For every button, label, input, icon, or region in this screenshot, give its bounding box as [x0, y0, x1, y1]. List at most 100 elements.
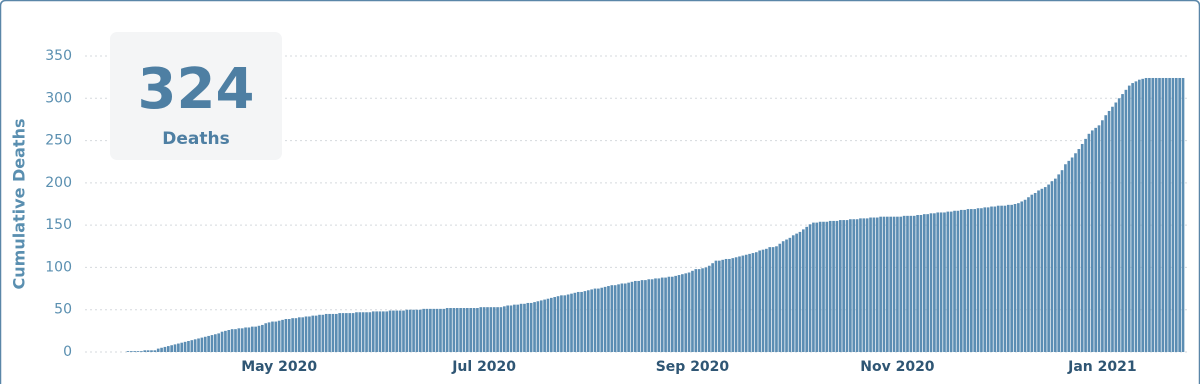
bar — [321, 314, 325, 352]
bar — [933, 213, 936, 352]
bar — [845, 220, 849, 352]
bar — [502, 306, 506, 352]
bar — [966, 209, 970, 352]
bar — [734, 257, 738, 352]
bar — [1080, 143, 1084, 352]
bar — [825, 221, 829, 352]
bar — [170, 345, 173, 352]
bar — [993, 206, 997, 352]
bar — [318, 314, 321, 352]
bar — [667, 276, 671, 352]
bar — [345, 313, 348, 352]
bar — [586, 290, 590, 352]
bar — [466, 308, 469, 352]
bar — [556, 296, 560, 352]
bar — [1020, 201, 1024, 352]
bar — [768, 247, 772, 352]
bar — [990, 206, 993, 352]
bar — [341, 313, 345, 352]
bar — [539, 300, 543, 352]
bar — [862, 218, 866, 352]
bar — [348, 313, 352, 352]
bar — [996, 205, 1000, 352]
x-tick-label: Jul 2020 — [451, 359, 516, 375]
bar — [701, 268, 704, 352]
bar — [166, 346, 170, 352]
bar — [274, 321, 278, 352]
bar — [707, 265, 711, 352]
bar — [224, 330, 227, 352]
summary-number: 324 — [138, 57, 255, 122]
bar — [177, 343, 180, 352]
bar — [943, 212, 946, 352]
bar — [902, 215, 906, 352]
bar — [946, 211, 950, 352]
bar — [956, 210, 960, 352]
bar — [634, 280, 637, 352]
bar — [173, 344, 177, 352]
bar — [351, 313, 355, 352]
bar — [886, 216, 889, 352]
bar — [573, 292, 577, 352]
bar — [214, 334, 217, 352]
bar — [418, 309, 422, 352]
bar — [687, 272, 691, 352]
bar — [267, 322, 271, 352]
bar — [489, 307, 493, 352]
bar — [580, 291, 583, 352]
bar — [314, 315, 318, 352]
bar — [378, 311, 382, 352]
bar — [230, 329, 234, 352]
bar — [1121, 94, 1124, 353]
bar — [405, 309, 409, 352]
bar — [190, 340, 194, 352]
bar — [516, 304, 520, 352]
bar — [355, 312, 358, 352]
bar — [677, 275, 681, 352]
bar — [909, 215, 913, 352]
bar — [963, 209, 966, 352]
bar — [980, 208, 983, 352]
bar — [408, 309, 412, 352]
bar — [486, 307, 489, 352]
bar — [590, 289, 593, 352]
bar — [136, 351, 140, 352]
bar — [664, 277, 667, 352]
bar — [298, 317, 301, 352]
x-tick-label: Jan 2021 — [1067, 359, 1136, 375]
bar — [311, 315, 315, 352]
bar — [1064, 164, 1067, 352]
bar — [657, 278, 661, 352]
bar — [553, 297, 557, 352]
bar — [731, 258, 735, 352]
bar — [402, 310, 405, 352]
y-tick-label: 350 — [45, 48, 72, 64]
bar — [382, 311, 385, 352]
bar — [271, 321, 274, 352]
x-tick-label: May 2020 — [241, 359, 317, 375]
bar — [1161, 77, 1165, 352]
bar — [603, 286, 607, 352]
bar — [361, 312, 365, 352]
bar — [842, 220, 845, 352]
bar — [926, 214, 929, 352]
bar — [600, 287, 604, 352]
bar — [1097, 125, 1101, 352]
summary-card — [110, 32, 282, 160]
bar — [835, 220, 839, 352]
bar — [472, 308, 476, 352]
bar — [771, 247, 775, 352]
bar — [617, 284, 620, 352]
bar — [785, 239, 788, 352]
bar — [304, 316, 308, 352]
bar — [916, 214, 919, 352]
bar — [1138, 79, 1141, 353]
bar — [371, 311, 375, 352]
bar — [563, 295, 567, 352]
bar — [482, 307, 486, 352]
bar — [1101, 120, 1104, 352]
bar — [906, 215, 909, 352]
bar — [358, 312, 362, 352]
bar — [1094, 127, 1097, 352]
x-tick-label: Sep 2020 — [656, 359, 730, 375]
